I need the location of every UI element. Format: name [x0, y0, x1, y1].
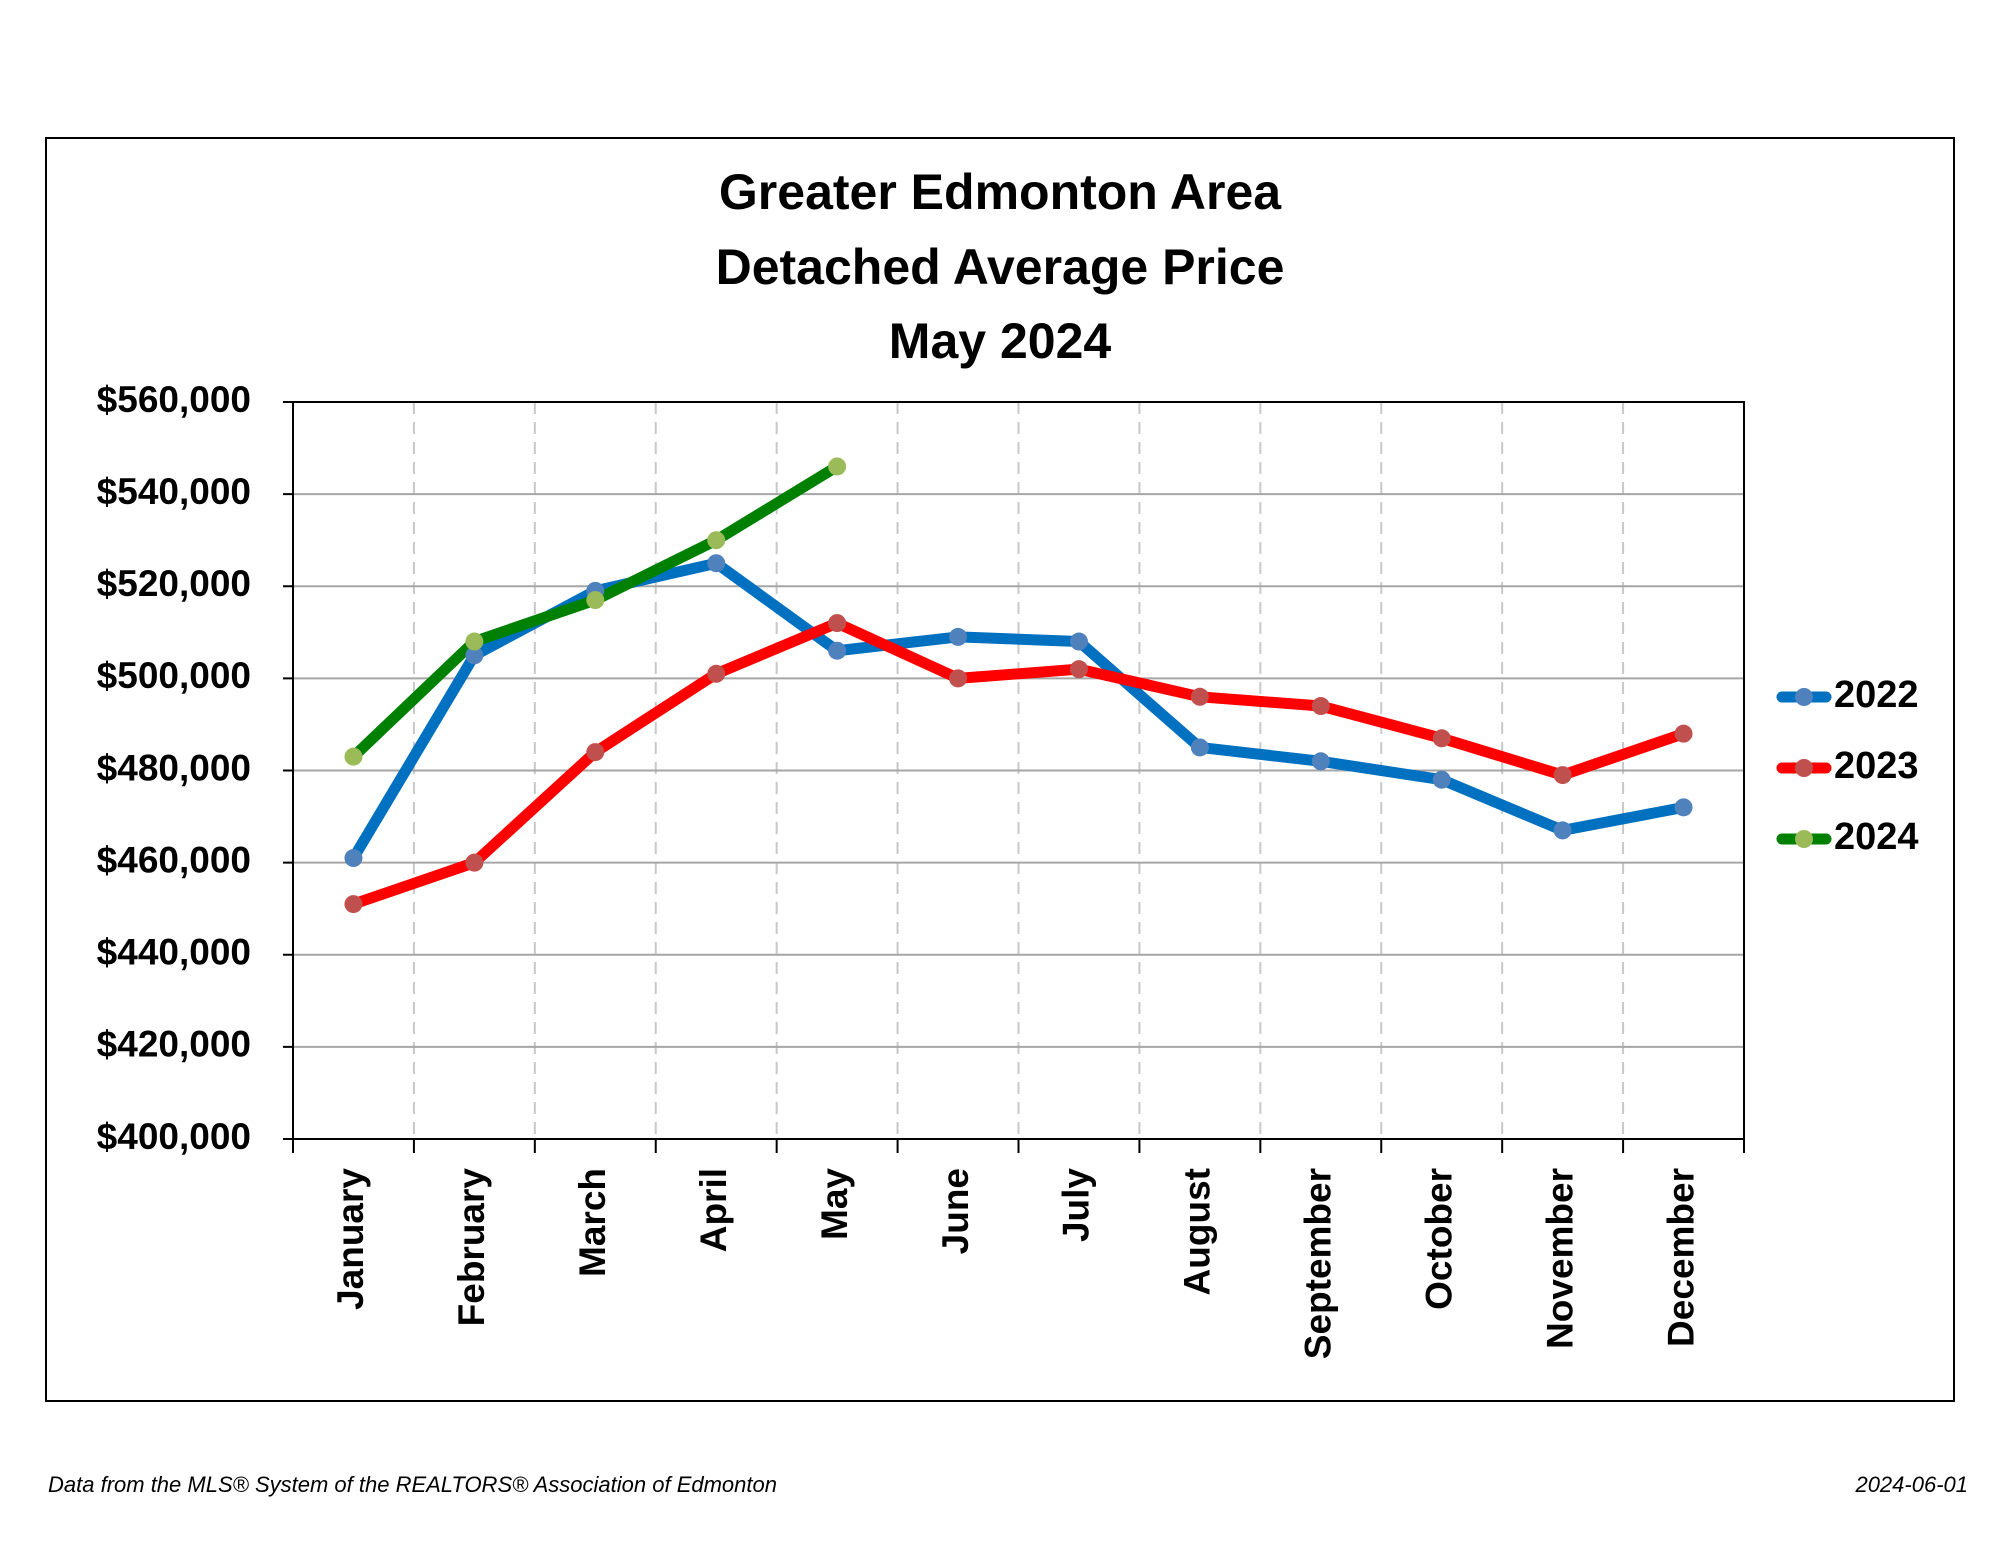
chart-title: May 2024	[889, 313, 1112, 369]
data-point	[465, 632, 484, 651]
source-note: Data from the MLS® System of the REALTOR…	[48, 1472, 777, 1497]
data-point	[1553, 766, 1572, 785]
data-point	[1432, 770, 1451, 789]
x-tick-label: September	[1298, 1168, 1339, 1359]
legend-label: 2022	[1834, 674, 1919, 716]
y-tick-label: $560,000	[97, 379, 251, 420]
series-line	[347, 617, 1690, 910]
x-tick-label: March	[572, 1168, 613, 1277]
y-tick-label: $540,000	[97, 471, 251, 512]
data-point	[828, 641, 847, 660]
y-tick-label: $440,000	[97, 932, 251, 973]
data-point	[1674, 798, 1693, 817]
date-note: 2024-06-01	[1854, 1472, 1968, 1497]
x-tick-label: April	[693, 1168, 734, 1252]
data-point	[344, 849, 363, 868]
data-point	[707, 664, 726, 683]
y-tick-label: $400,000	[97, 1116, 251, 1157]
data-point	[1311, 697, 1330, 716]
y-tick-label: $500,000	[97, 655, 251, 696]
x-tick-label: October	[1418, 1168, 1459, 1310]
data-point	[707, 554, 726, 573]
x-tick-label: June	[935, 1168, 976, 1254]
x-tick-label: November	[1539, 1168, 1580, 1349]
data-point	[1311, 752, 1330, 771]
data-point	[344, 895, 363, 914]
y-tick-label: $460,000	[97, 839, 251, 880]
data-point	[1553, 821, 1572, 840]
data-point	[586, 591, 605, 610]
data-point	[949, 669, 968, 688]
data-point	[465, 853, 484, 872]
legend-label: 2024	[1834, 816, 1919, 858]
x-tick-label: August	[1177, 1168, 1218, 1295]
data-point	[1674, 724, 1693, 743]
data-point	[707, 531, 726, 550]
data-point	[1069, 660, 1088, 679]
x-tick-label: May	[814, 1168, 855, 1240]
chart-title: Greater Edmonton Area	[719, 164, 1282, 220]
x-tick-label: February	[451, 1168, 492, 1327]
y-tick-label: $420,000	[97, 1024, 251, 1065]
data-point	[1432, 729, 1451, 748]
x-tick-label: January	[330, 1168, 371, 1310]
data-point	[828, 614, 847, 633]
y-tick-label: $520,000	[97, 563, 251, 604]
x-tick-label: December	[1660, 1168, 1701, 1347]
legend-marker	[1795, 759, 1813, 777]
data-point	[828, 457, 847, 476]
data-point	[586, 743, 605, 762]
legend-label: 2023	[1834, 745, 1919, 787]
data-point	[344, 747, 363, 766]
legend-marker	[1795, 688, 1813, 706]
chart-title: Detached Average Price	[716, 239, 1285, 295]
data-point	[1190, 687, 1209, 706]
y-tick-label: $480,000	[97, 747, 251, 788]
data-point	[1069, 632, 1088, 651]
legend-marker	[1795, 830, 1813, 848]
data-point	[949, 627, 968, 646]
x-tick-label: July	[1056, 1168, 1097, 1242]
data-point	[465, 646, 484, 665]
data-point	[1190, 738, 1209, 757]
